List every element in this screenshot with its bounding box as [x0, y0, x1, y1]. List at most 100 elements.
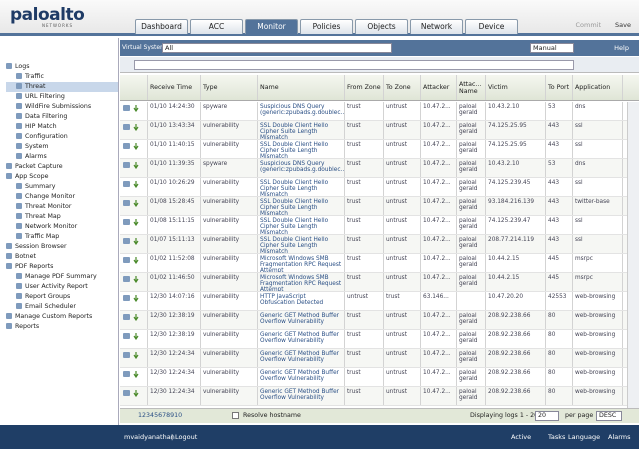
- nav-item[interactable]: URL Filtering: [6, 92, 118, 102]
- log-row[interactable]: 12/30 12:24:34 vulnerability Generic GET M…: [120, 387, 627, 406]
- row-action-icons[interactable]: [122, 351, 144, 360]
- nav-item[interactable]: PDF Reports: [6, 262, 118, 272]
- nav-tab[interactable]: Device: [465, 19, 518, 34]
- page-link[interactable]: 1: [138, 412, 143, 419]
- row-action-icons[interactable]: [122, 180, 144, 189]
- column-header[interactable]: Receive Time: [148, 75, 201, 100]
- nav-item[interactable]: Threat: [6, 82, 118, 92]
- filter-input[interactable]: [134, 60, 574, 70]
- nav-item[interactable]: Manage Custom Reports: [6, 312, 118, 322]
- column-header[interactable]: From Zone: [345, 75, 384, 100]
- log-row[interactable]: 01/07 15:11:13 vulnerability SSL Double Cl…: [120, 235, 627, 254]
- logout-link[interactable]: Logout: [175, 433, 198, 441]
- help-button[interactable]: Help: [614, 44, 629, 52]
- tasks-button[interactable]: Tasks: [548, 433, 566, 441]
- log-row[interactable]: 01/10 11:40:15 vulnerability SSL Double Cl…: [120, 140, 627, 159]
- column-header[interactable]: Attac... Name: [457, 75, 486, 100]
- nav-item[interactable]: Change Monitor: [6, 192, 118, 202]
- log-row[interactable]: 01/08 15:11:15 vulnerability SSL Double Cl…: [120, 216, 627, 235]
- log-row[interactable]: 01/10 13:43:34 vulnerability SSL Double Cl…: [120, 121, 627, 140]
- page-link[interactable]: 4: [150, 412, 155, 419]
- refresh-select[interactable]: Manual: [530, 43, 574, 53]
- nav-item[interactable]: Botnet: [6, 252, 118, 262]
- nav-item[interactable]: App Scope: [6, 172, 118, 182]
- column-header[interactable]: To Port: [546, 75, 573, 100]
- nav-tab[interactable]: Network: [410, 19, 463, 34]
- nav-item[interactable]: Configuration: [6, 132, 118, 142]
- row-action-icons[interactable]: [122, 199, 144, 208]
- page-link[interactable]: 6: [158, 412, 163, 419]
- log-row[interactable]: 01/10 11:39:35 spyware Suspicious DNS Quer…: [120, 159, 627, 178]
- page-link[interactable]: 9: [170, 412, 175, 419]
- page-link[interactable]: 3: [146, 412, 151, 419]
- log-row[interactable]: 01/02 11:52:08 vulnerability Microsoft Win…: [120, 254, 627, 273]
- log-row[interactable]: 01/10 14:24:30 spyware Suspicious DNS Quer…: [120, 102, 627, 121]
- nav-item[interactable]: Session Browser: [6, 242, 118, 252]
- row-action-icons[interactable]: [122, 313, 144, 322]
- column-header[interactable]: Application: [573, 75, 623, 100]
- nav-item[interactable]: Alarms: [6, 152, 118, 162]
- nav-item[interactable]: Network Monitor: [6, 222, 118, 232]
- nav-tab[interactable]: Policies: [300, 19, 353, 34]
- column-header[interactable]: To Zone: [384, 75, 421, 100]
- row-action-icons[interactable]: [122, 161, 144, 170]
- nav-tab[interactable]: Monitor: [245, 19, 298, 34]
- log-row[interactable]: 01/08 15:28:45 vulnerability SSL Double Cl…: [120, 197, 627, 216]
- page-link[interactable]: 10: [174, 412, 183, 419]
- row-action-icons[interactable]: [122, 370, 144, 379]
- commit-button[interactable]: Commit: [575, 21, 602, 29]
- column-header[interactable]: Name: [258, 75, 345, 100]
- nav-item[interactable]: Summary: [6, 182, 118, 192]
- nav-item[interactable]: Traffic Map: [6, 232, 118, 242]
- alarms-button[interactable]: Alarms: [608, 433, 631, 441]
- row-action-icons[interactable]: [122, 275, 144, 284]
- log-row[interactable]: 12/30 12:24:34 vulnerability Generic GET M…: [120, 349, 627, 368]
- vsys-select[interactable]: All: [162, 43, 392, 53]
- row-action-icons[interactable]: [122, 142, 144, 151]
- nav-item[interactable]: Logs: [6, 62, 118, 72]
- column-header[interactable]: Victim: [486, 75, 546, 100]
- nav-tab[interactable]: Objects: [355, 19, 408, 34]
- column-header[interactable]: Attacker: [421, 75, 457, 100]
- row-action-icons[interactable]: [122, 104, 144, 113]
- nav-item[interactable]: Traffic: [6, 72, 118, 82]
- column-header[interactable]: Type: [201, 75, 258, 100]
- nav-item[interactable]: Threat Map: [6, 212, 118, 222]
- page-link[interactable]: 8: [166, 412, 171, 419]
- log-row[interactable]: 12/30 12:38:19 vulnerability Generic GET M…: [120, 330, 627, 349]
- nav-item[interactable]: Email Scheduler: [6, 302, 118, 312]
- nav-item[interactable]: Packet Capture: [6, 162, 118, 172]
- row-action-icons[interactable]: [122, 256, 144, 265]
- nav-item[interactable]: WildFire Submissions: [6, 102, 118, 112]
- language-button[interactable]: Language: [568, 433, 601, 441]
- scrollbar[interactable]: [627, 102, 639, 408]
- row-action-icons[interactable]: [122, 123, 144, 132]
- save-button[interactable]: Save: [615, 21, 631, 29]
- log-row[interactable]: 01/10 10:26:29 vulnerability SSL Double Cl…: [120, 178, 627, 197]
- row-action-icons[interactable]: [122, 294, 144, 303]
- nav-item[interactable]: Threat Monitor: [6, 202, 118, 212]
- nav-item[interactable]: User Activity Report: [6, 282, 118, 292]
- nav-item[interactable]: HIP Match: [6, 122, 118, 132]
- log-row[interactable]: 12/30 14:07:16 vulnerability HTTP JavaScri…: [120, 292, 627, 311]
- page-link[interactable]: 7: [162, 412, 167, 419]
- nav-tab[interactable]: ACC: [190, 19, 243, 34]
- page-link[interactable]: 2: [142, 412, 147, 419]
- log-row[interactable]: 12/30 12:38:19 vulnerability Generic GET M…: [120, 311, 627, 330]
- nav-tab[interactable]: Dashboard: [135, 19, 188, 34]
- log-row[interactable]: 01/02 11:46:50 vulnerability Microsoft Win…: [120, 273, 627, 292]
- resolve-checkbox[interactable]: [232, 412, 239, 419]
- nav-item[interactable]: System: [6, 142, 118, 152]
- nav-item[interactable]: Manage PDF Summary: [6, 272, 118, 282]
- nav-item[interactable]: Report Groups: [6, 292, 118, 302]
- nav-item[interactable]: Data Filtering: [6, 112, 118, 122]
- per-page-select[interactable]: 20: [535, 411, 559, 421]
- nav-item[interactable]: Reports: [6, 322, 118, 332]
- order-select[interactable]: DESC: [596, 411, 622, 421]
- page-link[interactable]: 5: [154, 412, 159, 419]
- row-action-icons[interactable]: [122, 389, 144, 398]
- row-action-icons[interactable]: [122, 237, 144, 246]
- row-action-icons[interactable]: [122, 332, 144, 341]
- row-action-icons[interactable]: [122, 218, 144, 227]
- log-row[interactable]: 12/30 12:24:34 vulnerability Generic GET M…: [120, 368, 627, 387]
